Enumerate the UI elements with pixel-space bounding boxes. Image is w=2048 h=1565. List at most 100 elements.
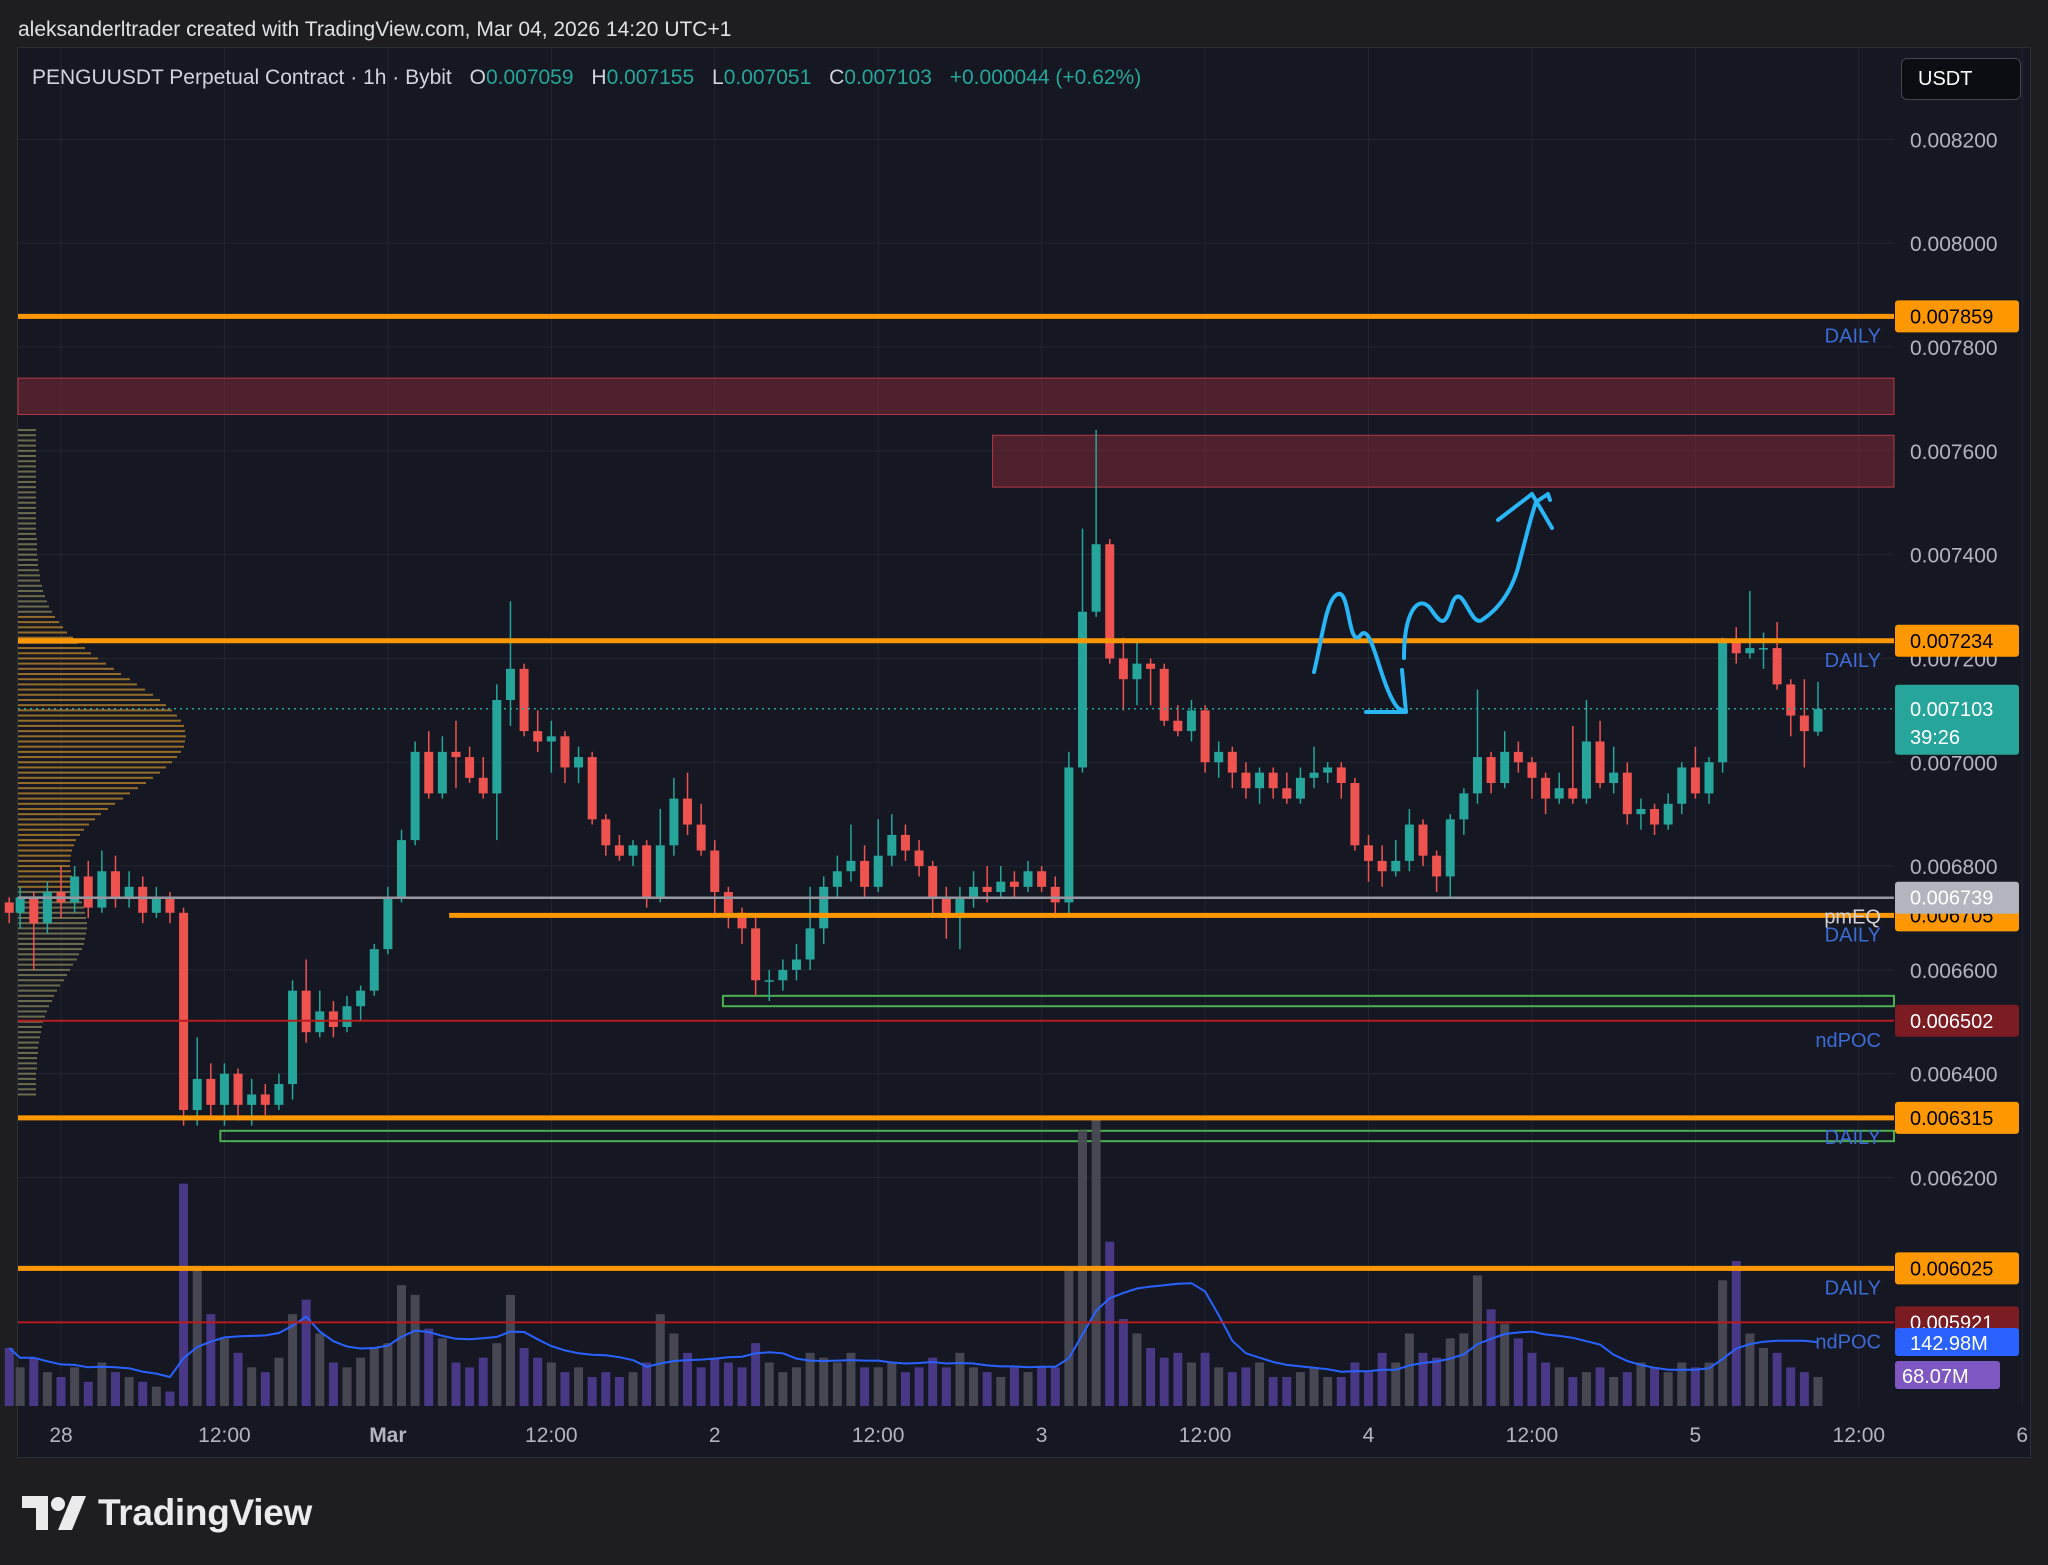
volume-bar bbox=[465, 1367, 475, 1406]
open-value: 0.007059 bbox=[485, 66, 574, 89]
volume-profile-bar bbox=[18, 584, 42, 587]
candle-body bbox=[1377, 860, 1387, 872]
candle-body bbox=[614, 845, 624, 856]
candle bbox=[860, 845, 870, 898]
symbol-title[interactable]: PENGUUSDT Perpetual Contract · 1h · Bybi… bbox=[32, 66, 452, 89]
volume-bar bbox=[124, 1377, 134, 1406]
volume-profile-bar bbox=[18, 1051, 38, 1054]
demand-zone bbox=[721, 994, 1895, 1008]
candle bbox=[1609, 746, 1619, 794]
volume-profile-bar bbox=[18, 1010, 47, 1013]
candle-body bbox=[1282, 788, 1292, 799]
volume-profile-bar bbox=[18, 480, 36, 483]
volume-profile-bar bbox=[18, 444, 36, 447]
price-tick-label: 0.006800 bbox=[1910, 856, 1998, 879]
volume-bar bbox=[1622, 1372, 1632, 1406]
volume-bar bbox=[342, 1367, 352, 1406]
level-price-tag: 0.006025 bbox=[1910, 1258, 1993, 1280]
candle-body bbox=[1718, 642, 1728, 763]
candle-body bbox=[1704, 762, 1714, 794]
volume-bar bbox=[628, 1372, 638, 1406]
candle-body bbox=[914, 850, 924, 867]
candle-body bbox=[328, 1011, 338, 1027]
volume-bar bbox=[1091, 1116, 1101, 1406]
candle-body bbox=[751, 928, 761, 981]
candle bbox=[819, 876, 829, 944]
volume-bar bbox=[969, 1367, 979, 1406]
volume-bar bbox=[1391, 1362, 1401, 1406]
candle bbox=[1241, 762, 1251, 799]
time-tick-label: Mar bbox=[369, 1424, 406, 1447]
volume-profile-bar bbox=[18, 865, 70, 868]
candle-body bbox=[42, 892, 52, 924]
candle-body bbox=[192, 1078, 202, 1111]
candle bbox=[723, 886, 733, 929]
volume-profile-bar bbox=[18, 460, 36, 463]
volume-profile-bar bbox=[18, 735, 186, 738]
candle bbox=[1500, 731, 1510, 789]
candle bbox=[1132, 642, 1142, 706]
volume-profile-bar bbox=[18, 657, 98, 660]
low-key: L bbox=[712, 66, 724, 89]
volume-profile-bar bbox=[18, 579, 40, 582]
volume-bar bbox=[1704, 1362, 1714, 1406]
level-price-tag: 0.007234 bbox=[1910, 631, 1993, 653]
demand-zones bbox=[219, 994, 1895, 1143]
volume-ma-tag: 142.98M bbox=[1910, 1333, 1988, 1355]
tradingview-logo[interactable]: TradingView bbox=[22, 1490, 312, 1536]
price-tick-label: 0.006400 bbox=[1910, 1064, 1998, 1087]
candle bbox=[1064, 751, 1074, 918]
candle-body bbox=[560, 736, 570, 768]
volume-profile-bar bbox=[18, 968, 70, 971]
candle-body bbox=[696, 824, 706, 851]
volume-bar bbox=[15, 1367, 25, 1406]
candle bbox=[478, 757, 488, 799]
candle-body bbox=[860, 860, 870, 887]
volume-profile-bar bbox=[18, 449, 36, 452]
volume-bar bbox=[315, 1333, 325, 1406]
volume-bar bbox=[1731, 1261, 1741, 1406]
candle bbox=[1214, 741, 1224, 778]
volume-profile-bar bbox=[18, 766, 166, 769]
volume-profile-bar bbox=[18, 683, 137, 686]
candle bbox=[110, 855, 120, 908]
volume-bar bbox=[56, 1377, 66, 1406]
volume-profile-bar bbox=[18, 714, 177, 717]
candle bbox=[900, 824, 910, 861]
volume-bar bbox=[1241, 1367, 1251, 1406]
candle-body bbox=[110, 871, 120, 898]
volume-bar bbox=[1227, 1372, 1237, 1406]
time-tick-label: 5 bbox=[1690, 1424, 1702, 1447]
volume-profile-bar bbox=[18, 455, 36, 458]
candle bbox=[601, 814, 611, 856]
candle bbox=[1527, 757, 1537, 799]
candle-body bbox=[1418, 824, 1428, 856]
candle-body bbox=[778, 969, 788, 981]
candle-body bbox=[519, 668, 529, 732]
candle bbox=[1595, 720, 1605, 789]
candle-body bbox=[1786, 684, 1796, 716]
candle bbox=[1404, 808, 1414, 872]
candle-body bbox=[1009, 881, 1019, 887]
volume-bar bbox=[928, 1357, 938, 1406]
volume-bar bbox=[1472, 1275, 1482, 1406]
volume-profile-bar bbox=[18, 693, 153, 696]
time-tick-label: 6 bbox=[2016, 1424, 2028, 1447]
candle bbox=[1704, 757, 1714, 804]
candle-body bbox=[1445, 819, 1455, 877]
volume-profile-bar bbox=[18, 756, 177, 759]
candle bbox=[1377, 845, 1387, 887]
volume-bar bbox=[900, 1372, 910, 1406]
candle bbox=[683, 772, 693, 835]
candle-body bbox=[165, 897, 175, 913]
volume-bar bbox=[832, 1362, 842, 1406]
volume-profile-bar bbox=[18, 527, 36, 530]
candle bbox=[437, 736, 447, 799]
volume-profile-bar bbox=[18, 916, 86, 919]
candle bbox=[955, 886, 965, 950]
candle bbox=[397, 829, 406, 903]
volume-bar bbox=[696, 1367, 706, 1406]
currency-button[interactable]: USDT bbox=[1901, 58, 2021, 100]
